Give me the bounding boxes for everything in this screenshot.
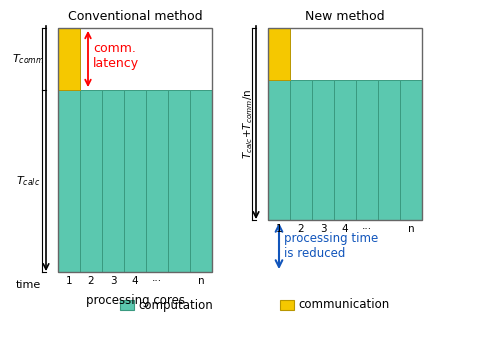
Bar <box>58 28 80 90</box>
Bar <box>80 90 102 272</box>
Bar <box>120 300 134 310</box>
Text: $T_{calc}$: $T_{calc}$ <box>16 174 40 188</box>
Text: ···: ··· <box>152 276 162 286</box>
Bar <box>290 80 312 220</box>
Text: processing time
is reduced: processing time is reduced <box>284 232 378 260</box>
Text: n: n <box>408 224 414 234</box>
Bar <box>268 28 290 80</box>
Text: 2: 2 <box>298 224 304 234</box>
Bar <box>168 90 190 272</box>
Bar <box>268 28 422 220</box>
Bar <box>190 90 212 272</box>
Text: 1: 1 <box>276 224 282 234</box>
Text: 1: 1 <box>66 276 72 286</box>
Bar <box>378 80 400 220</box>
Bar <box>58 28 212 272</box>
Bar <box>102 90 124 272</box>
Bar <box>124 90 146 272</box>
Text: computation: computation <box>138 299 213 311</box>
Text: Conventional method: Conventional method <box>68 10 202 23</box>
Bar <box>356 80 378 220</box>
Bar <box>280 300 294 310</box>
Text: 2: 2 <box>88 276 94 286</box>
Text: 3: 3 <box>320 224 326 234</box>
Text: $T_{comm}$: $T_{comm}$ <box>12 52 44 66</box>
Bar <box>146 90 168 272</box>
Text: communication: communication <box>298 299 389 311</box>
Bar <box>334 80 356 220</box>
Text: ···: ··· <box>362 224 372 234</box>
Text: time: time <box>15 280 41 290</box>
Text: 4: 4 <box>132 276 138 286</box>
Text: 3: 3 <box>110 276 116 286</box>
Text: 4: 4 <box>342 224 348 234</box>
Bar <box>268 80 290 220</box>
Text: processing cores: processing cores <box>85 294 184 307</box>
Bar <box>312 80 334 220</box>
Text: $T_{calc}$+$T_{comm}$/n: $T_{calc}$+$T_{comm}$/n <box>241 89 255 159</box>
Text: n: n <box>198 276 204 286</box>
Text: New method: New method <box>305 10 385 23</box>
Text: comm.
latency: comm. latency <box>93 42 139 70</box>
Bar <box>58 90 80 272</box>
Bar <box>400 80 422 220</box>
